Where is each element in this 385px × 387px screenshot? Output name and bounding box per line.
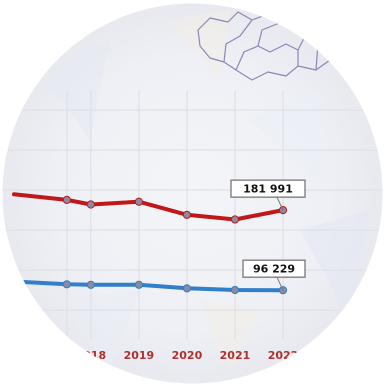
data-point bbox=[182, 284, 192, 293]
x-tick-label: 2019 bbox=[124, 349, 155, 362]
series-layer bbox=[12, 192, 288, 295]
x-tick-label: 2018 bbox=[76, 349, 107, 362]
decor-triangle bbox=[300, 210, 370, 320]
x-tick-label: 2020 bbox=[172, 349, 203, 362]
decor-triangle bbox=[250, 90, 330, 190]
value-label-leader bbox=[276, 196, 284, 211]
data-point bbox=[230, 215, 240, 224]
value-label-box bbox=[230, 179, 306, 198]
x-tick-label: 2022 bbox=[268, 349, 299, 362]
value-labels: 181 991 96 229 bbox=[230, 179, 306, 291]
value-label-text: 96 229 bbox=[253, 263, 295, 276]
decor-triangle bbox=[200, 300, 260, 370]
data-point bbox=[134, 197, 143, 206]
data-point bbox=[62, 280, 71, 289]
data-point bbox=[182, 210, 192, 219]
value-label-text: 181 991 bbox=[243, 183, 293, 196]
data-point bbox=[86, 280, 95, 289]
data-point bbox=[134, 280, 143, 289]
value-label-leader bbox=[276, 276, 284, 291]
data-point bbox=[86, 200, 95, 209]
data-point bbox=[62, 195, 71, 204]
x-tick-label: 2021 bbox=[220, 349, 251, 362]
decor-triangle bbox=[40, 40, 110, 140]
grid bbox=[2, 90, 383, 340]
value-label-box bbox=[242, 259, 306, 278]
data-point bbox=[230, 285, 240, 295]
